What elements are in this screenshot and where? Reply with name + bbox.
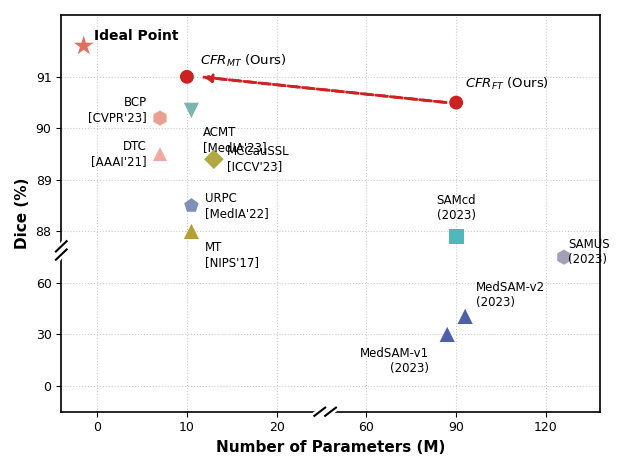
Point <box>559 253 569 261</box>
Y-axis label: Dice (%): Dice (%) <box>15 178 30 249</box>
Point <box>182 73 192 80</box>
Text: MT
[NIPS'17]: MT [NIPS'17] <box>205 241 259 269</box>
Text: MedSAM-v2
(2023): MedSAM-v2 (2023) <box>476 281 545 309</box>
Point <box>78 42 89 50</box>
Text: URPC
[MedIA'22]: URPC [MedIA'22] <box>205 192 269 219</box>
Text: SAMcd
(2023): SAMcd (2023) <box>436 194 476 222</box>
Text: SAMUS
(2023): SAMUS (2023) <box>568 237 610 266</box>
Text: $\mathit{CFR}_{MT}$ (Ours): $\mathit{CFR}_{MT}$ (Ours) <box>200 53 287 69</box>
X-axis label: Number of Parameters (M): Number of Parameters (M) <box>216 440 445 455</box>
Text: DTC
[AAAI'21]: DTC [AAAI'21] <box>91 140 146 168</box>
Text: $\mathit{CFR}_{FT}$ (Ours): $\mathit{CFR}_{FT}$ (Ours) <box>465 76 549 92</box>
Text: Ideal Point: Ideal Point <box>94 29 179 43</box>
Point <box>451 233 461 240</box>
Text: BCP
[CVPR'23]: BCP [CVPR'23] <box>88 96 146 125</box>
Point <box>460 313 470 320</box>
Point <box>187 107 197 114</box>
Point <box>187 202 197 210</box>
Point <box>155 150 165 158</box>
Text: ACMT
[MedIA'23]: ACMT [MedIA'23] <box>203 126 267 154</box>
Point <box>442 331 452 338</box>
Point <box>209 156 219 163</box>
Text: MedSAM-v1
(2023): MedSAM-v1 (2023) <box>360 347 430 376</box>
Point <box>155 114 165 122</box>
Point <box>451 99 461 106</box>
Text: MCCauSSL
[ICCV'23]: MCCauSSL [ICCV'23] <box>227 145 290 173</box>
Point <box>187 227 197 235</box>
